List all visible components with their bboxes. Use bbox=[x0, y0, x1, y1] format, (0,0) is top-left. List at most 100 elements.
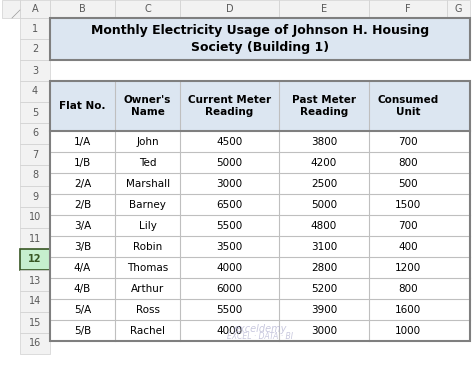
Text: C: C bbox=[144, 4, 151, 14]
Text: 3/A: 3/A bbox=[74, 221, 91, 231]
Bar bbox=[20, 249, 50, 270]
Text: 4: 4 bbox=[32, 86, 38, 97]
Text: 2500: 2500 bbox=[311, 179, 337, 189]
Text: 5500: 5500 bbox=[217, 221, 243, 231]
Text: 1/B: 1/B bbox=[74, 158, 91, 168]
Text: 3/B: 3/B bbox=[74, 242, 91, 252]
Bar bbox=[20, 165, 50, 186]
Bar bbox=[50, 131, 470, 152]
Bar bbox=[20, 207, 50, 228]
Text: 15: 15 bbox=[29, 317, 41, 327]
Text: 3100: 3100 bbox=[311, 242, 337, 252]
Text: 4500: 4500 bbox=[217, 137, 243, 147]
Bar bbox=[50, 81, 470, 342]
Text: EXCEL · DATA · BI: EXCEL · DATA · BI bbox=[227, 332, 293, 341]
Text: Lily: Lily bbox=[139, 221, 156, 231]
Text: 2800: 2800 bbox=[311, 263, 337, 273]
Text: 9: 9 bbox=[32, 191, 38, 201]
Text: Marshall: Marshall bbox=[126, 179, 170, 189]
Text: Thomas: Thomas bbox=[127, 263, 168, 273]
Text: 4/A: 4/A bbox=[74, 263, 91, 273]
Text: 5000: 5000 bbox=[311, 200, 337, 210]
Bar bbox=[180, 0, 279, 18]
Text: Barney: Barney bbox=[129, 200, 166, 210]
Text: 1: 1 bbox=[32, 24, 38, 34]
Bar bbox=[50, 18, 470, 60]
Text: 8: 8 bbox=[32, 170, 38, 181]
Text: 800: 800 bbox=[398, 284, 418, 294]
Text: Robin: Robin bbox=[133, 242, 162, 252]
Text: 10: 10 bbox=[29, 212, 41, 222]
Bar bbox=[50, 173, 470, 194]
Bar bbox=[50, 215, 470, 236]
Text: F: F bbox=[405, 4, 411, 14]
Text: Past Meter
Reading: Past Meter Reading bbox=[292, 95, 356, 117]
Text: exceldemy: exceldemy bbox=[233, 324, 287, 334]
Text: 4000: 4000 bbox=[217, 263, 243, 273]
Bar bbox=[20, 18, 50, 39]
Bar bbox=[20, 186, 50, 207]
Text: 1/A: 1/A bbox=[74, 137, 91, 147]
Bar bbox=[20, 270, 50, 291]
Text: 14: 14 bbox=[29, 296, 41, 306]
Text: Arthur: Arthur bbox=[131, 284, 164, 294]
Text: Consumed
Unit: Consumed Unit bbox=[377, 95, 438, 117]
Text: 500: 500 bbox=[398, 179, 418, 189]
Text: 2/B: 2/B bbox=[74, 200, 91, 210]
Text: 3000: 3000 bbox=[217, 179, 243, 189]
Bar bbox=[447, 0, 470, 18]
Text: 4800: 4800 bbox=[311, 221, 337, 231]
Text: A: A bbox=[32, 4, 38, 14]
Bar bbox=[50, 0, 115, 18]
Text: 1500: 1500 bbox=[395, 200, 421, 210]
Text: 700: 700 bbox=[398, 137, 418, 147]
Bar bbox=[20, 81, 50, 102]
Text: G: G bbox=[455, 4, 462, 14]
Bar bbox=[50, 299, 470, 320]
Text: 3800: 3800 bbox=[311, 137, 337, 147]
Text: 1600: 1600 bbox=[395, 305, 421, 315]
Text: 2/A: 2/A bbox=[74, 179, 91, 189]
Text: 5200: 5200 bbox=[311, 284, 337, 294]
Text: 4200: 4200 bbox=[311, 158, 337, 168]
Bar bbox=[50, 194, 470, 215]
Bar bbox=[50, 320, 470, 342]
Text: Flat No.: Flat No. bbox=[59, 101, 106, 111]
Text: Ted: Ted bbox=[139, 158, 156, 168]
Text: B: B bbox=[79, 4, 86, 14]
Bar bbox=[50, 257, 470, 278]
Bar bbox=[20, 144, 50, 165]
Text: 12: 12 bbox=[28, 254, 42, 264]
Text: 400: 400 bbox=[398, 242, 418, 252]
Bar bbox=[50, 236, 470, 257]
Text: 1000: 1000 bbox=[395, 326, 421, 336]
Text: 6500: 6500 bbox=[217, 200, 243, 210]
Text: 13: 13 bbox=[29, 275, 41, 285]
Bar bbox=[50, 152, 470, 173]
Text: 4000: 4000 bbox=[217, 326, 243, 336]
Bar bbox=[50, 278, 470, 299]
Bar bbox=[20, 291, 50, 312]
Bar bbox=[20, 60, 50, 81]
Text: 4/B: 4/B bbox=[74, 284, 91, 294]
Text: 3500: 3500 bbox=[217, 242, 243, 252]
Text: 5/A: 5/A bbox=[74, 305, 91, 315]
Text: 2: 2 bbox=[32, 44, 38, 55]
Text: 700: 700 bbox=[398, 221, 418, 231]
Text: Rachel: Rachel bbox=[130, 326, 165, 336]
Text: E: E bbox=[321, 4, 327, 14]
Polygon shape bbox=[2, 0, 20, 18]
Text: Current Meter
Reading: Current Meter Reading bbox=[188, 95, 271, 117]
Text: 3000: 3000 bbox=[311, 326, 337, 336]
Text: 11: 11 bbox=[29, 233, 41, 243]
Text: Owner's
Name: Owner's Name bbox=[124, 95, 171, 117]
Text: 800: 800 bbox=[398, 158, 418, 168]
Bar bbox=[115, 0, 180, 18]
Text: 5500: 5500 bbox=[217, 305, 243, 315]
Text: 7: 7 bbox=[32, 149, 38, 160]
Bar bbox=[20, 0, 50, 18]
Text: 5000: 5000 bbox=[217, 158, 243, 168]
Bar bbox=[279, 0, 369, 18]
Text: John: John bbox=[137, 137, 159, 147]
Text: 16: 16 bbox=[29, 338, 41, 348]
